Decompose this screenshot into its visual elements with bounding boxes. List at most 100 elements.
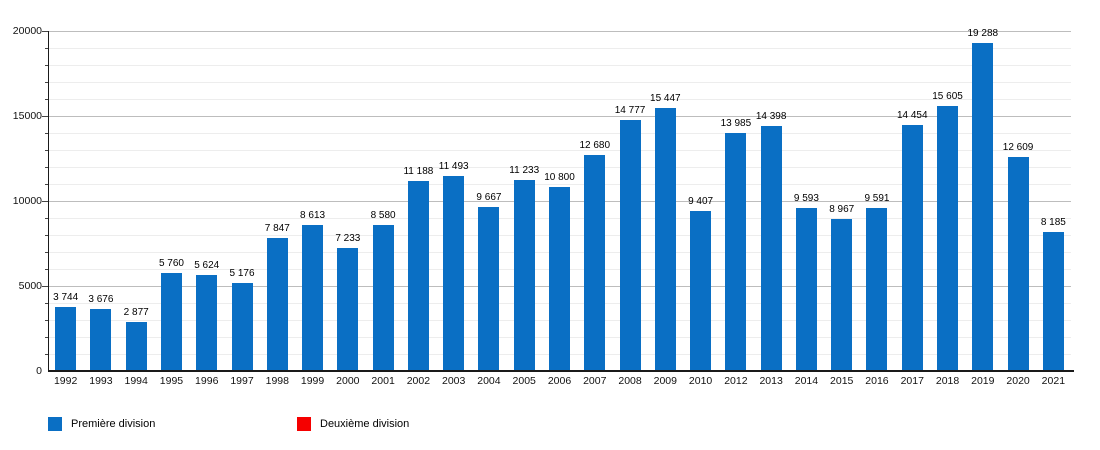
bar-1994 <box>125 322 147 371</box>
bar-value-label-2019: 19 288 <box>967 28 999 40</box>
x-axis-label-2015: 2015 <box>830 375 854 387</box>
bar-1993 <box>90 308 112 371</box>
y-axis-tick-12000 <box>45 167 48 168</box>
y-axis-tick-11000 <box>45 184 48 185</box>
x-axis-label-2016: 2016 <box>865 375 889 387</box>
bar-value-label-1999: 8 613 <box>300 209 326 221</box>
bar-2015 <box>831 218 853 371</box>
bar-value-label-2007: 12 680 <box>579 140 611 152</box>
y-axis-label-5000: 5000 <box>18 280 42 292</box>
x-axis-label-2020: 2020 <box>1006 375 1030 387</box>
legend-item-deuxieme-division: Deuxième division <box>297 417 409 431</box>
x-axis-label-2013: 2013 <box>759 375 783 387</box>
bar-2018 <box>937 105 959 371</box>
bar-value-label-2014: 9 593 <box>793 192 819 204</box>
x-axis-label-2001: 2001 <box>371 375 395 387</box>
y-axis-tick-20000 <box>42 31 48 32</box>
bar-1995 <box>160 273 182 371</box>
bar-2012 <box>725 133 747 371</box>
y-axis-tick-6000 <box>45 269 48 270</box>
bar-2010 <box>690 211 712 371</box>
x-axis-label-2021: 2021 <box>1041 375 1066 387</box>
plot-area: 3 744 1992 3 676 1993 2 877 1994 5 760 1995 5 62… <box>48 28 1071 387</box>
bar-1998 <box>266 237 288 371</box>
bar-1999 <box>302 224 324 371</box>
x-axis-label-2008: 2008 <box>618 375 642 387</box>
x-axis-label-2000: 2000 <box>336 375 360 387</box>
y-axis-tick-1000 <box>45 354 48 355</box>
legend-label-premiere-division: Première division <box>71 418 156 430</box>
x-axis-label-1994: 1994 <box>124 375 148 387</box>
y-axis-line <box>48 31 49 372</box>
gridline-14000 <box>48 133 1071 134</box>
bar-2009 <box>654 108 676 371</box>
bar-2014 <box>795 207 817 371</box>
bar-value-label-2015: 8 967 <box>829 203 855 215</box>
x-axis-label-2018: 2018 <box>935 375 960 387</box>
bar-value-label-2004: 9 667 <box>476 191 502 203</box>
bar-2004 <box>478 206 500 371</box>
x-axis-label-1996: 1996 <box>195 375 219 387</box>
bar-value-label-2000: 7 233 <box>335 233 361 245</box>
y-axis-tick-13000 <box>45 150 48 151</box>
bar-2005 <box>513 180 535 371</box>
bar-value-label-2001: 8 580 <box>370 210 396 222</box>
x-axis-label-1998: 1998 <box>265 375 289 387</box>
bar-2008 <box>619 119 641 371</box>
bar-2013 <box>760 126 782 371</box>
bar-value-label-1992: 3 744 <box>53 292 79 304</box>
x-axis-label-2006: 2006 <box>547 375 572 387</box>
bar-value-label-2003: 11 493 <box>438 160 469 172</box>
y-axis-label-10000: 10000 <box>12 195 42 207</box>
x-axis-label-2007: 2007 <box>583 375 607 387</box>
gridline-18000 <box>48 65 1071 66</box>
bar-value-label-2006: 10 800 <box>544 172 575 184</box>
bar-1997 <box>231 283 253 371</box>
bar-2017 <box>901 125 923 371</box>
bar-2003 <box>443 175 465 371</box>
y-axis-tick-3000 <box>45 320 48 321</box>
bar-value-label-2002: 11 188 <box>403 165 434 177</box>
x-axis-label-2002: 2002 <box>406 375 431 387</box>
x-axis-line <box>48 370 1074 372</box>
y-axis-tick-4000 <box>45 303 48 304</box>
x-axis-label-1993: 1993 <box>89 375 113 387</box>
x-axis-label-2010: 2010 <box>688 375 713 387</box>
y-axis-tick-9000 <box>45 218 48 219</box>
bar-2002 <box>407 180 429 371</box>
x-axis-label-2019: 2019 <box>971 375 995 387</box>
x-axis-label-2004: 2004 <box>477 375 501 387</box>
bar-2000 <box>337 248 359 371</box>
legend-label-deuxieme-division: Deuxième division <box>320 418 410 430</box>
bar-1996 <box>196 275 218 371</box>
bar-value-label-2005: 11 233 <box>509 165 540 177</box>
y-axis-tick-18000 <box>45 65 48 66</box>
x-axis-label-2005: 2005 <box>512 375 536 387</box>
bar-value-label-1996: 5 624 <box>194 260 220 272</box>
x-axis-label-1992: 1992 <box>53 375 78 387</box>
y-axis-tick-14000 <box>45 133 48 134</box>
x-axis-label-1995: 1995 <box>159 375 184 387</box>
y-axis-tick-2000 <box>45 337 48 338</box>
x-axis-label-1999: 1999 <box>300 375 325 387</box>
legend-swatch-deuxieme-division <box>297 417 311 431</box>
legend-swatch-premiere-division <box>48 417 62 431</box>
x-axis-label-2012: 2012 <box>724 375 748 387</box>
bar-2019 <box>972 43 994 371</box>
bar-value-label-2020: 12 609 <box>1002 141 1034 153</box>
gridline-16000 <box>48 99 1071 100</box>
bar-value-label-2013: 14 398 <box>755 111 787 123</box>
y-axis-tick-8000 <box>45 235 48 236</box>
y-axis-tick-10000 <box>42 201 48 202</box>
bar-value-label-1998: 7 847 <box>264 222 290 234</box>
bar-1992 <box>55 307 77 371</box>
gridline-17000 <box>48 82 1071 83</box>
bar-value-label-2009: 15 447 <box>650 93 681 105</box>
bar-value-label-1994: 2 877 <box>123 307 149 319</box>
y-axis-label-15000: 15000 <box>12 110 42 122</box>
bar-value-label-1997: 5 176 <box>229 268 255 280</box>
gridline-13000 <box>48 150 1071 151</box>
bar-value-label-2016: 9 591 <box>864 192 890 204</box>
bar-2007 <box>584 155 606 371</box>
